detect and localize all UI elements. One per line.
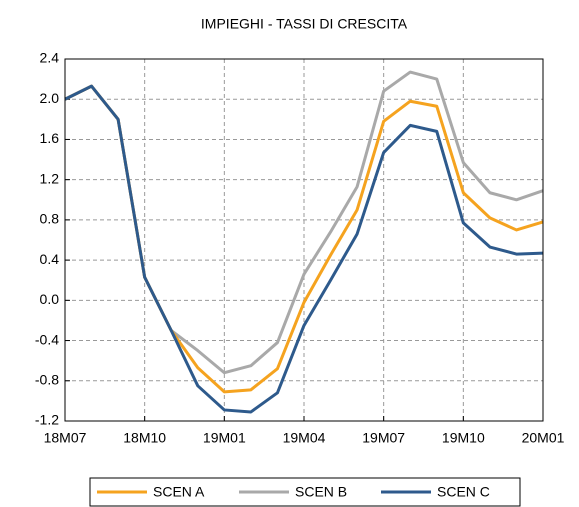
y-tick-label: 2.4	[40, 50, 60, 66]
series-line	[64, 84, 544, 414]
x-tick-label: 18M10	[123, 430, 166, 446]
y-tick-label: 0.4	[40, 251, 60, 267]
y-tick-label: 1.2	[40, 170, 60, 186]
x-tick-label: 19M10	[442, 430, 485, 446]
plot-area	[65, 59, 543, 421]
x-tick-label: 19M01	[203, 430, 246, 446]
legend-box	[89, 477, 521, 507]
x-tick-label: 18M07	[44, 430, 87, 446]
y-tick-label: 0.0	[40, 291, 60, 307]
y-tick-label: 2.0	[40, 90, 60, 106]
y-tick-label: 1.6	[40, 130, 60, 146]
legend-label: SCEN A	[153, 484, 205, 500]
plot-frame	[64, 58, 544, 422]
legend: SCEN A SCEN B SCEN C	[89, 477, 521, 507]
legend-label: SCEN B	[295, 484, 347, 500]
y-tick-label: -0.8	[35, 371, 59, 387]
y-tick-label: 0.8	[40, 211, 60, 227]
x-tick-label: 19M04	[283, 430, 326, 446]
legend-label: SCEN C	[437, 484, 490, 500]
chart-title: IMPIEGHI - TASSI DI CRESCITA	[201, 16, 408, 32]
y-tick-label: -0.4	[35, 331, 59, 347]
x-tick-label: 19M07	[362, 430, 405, 446]
y-tick-label: -1.2	[35, 412, 59, 428]
x-tick-label: 20M01	[522, 430, 565, 446]
